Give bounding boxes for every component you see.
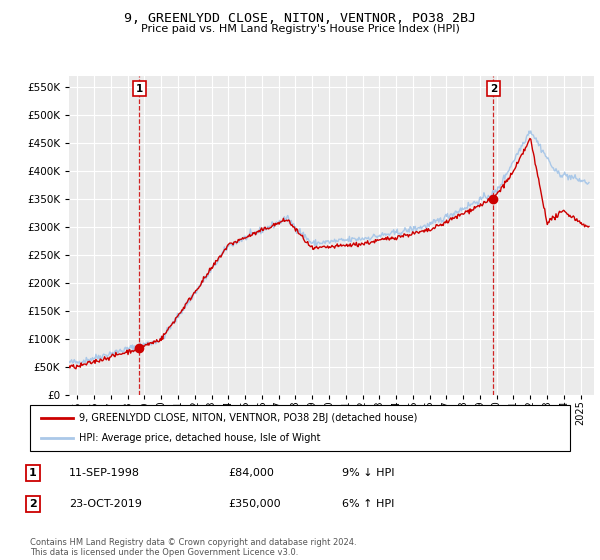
Text: 2: 2 <box>490 83 497 94</box>
Text: 11-SEP-1998: 11-SEP-1998 <box>69 468 140 478</box>
Text: 9, GREENLYDD CLOSE, NITON, VENTNOR, PO38 2BJ: 9, GREENLYDD CLOSE, NITON, VENTNOR, PO38… <box>124 12 476 25</box>
Text: 9% ↓ HPI: 9% ↓ HPI <box>342 468 395 478</box>
Text: 23-OCT-2019: 23-OCT-2019 <box>69 499 142 509</box>
Text: £350,000: £350,000 <box>228 499 281 509</box>
Text: Contains HM Land Registry data © Crown copyright and database right 2024.
This d: Contains HM Land Registry data © Crown c… <box>30 538 356 557</box>
Text: £84,000: £84,000 <box>228 468 274 478</box>
Text: HPI: Average price, detached house, Isle of Wight: HPI: Average price, detached house, Isle… <box>79 433 320 443</box>
Text: Price paid vs. HM Land Registry's House Price Index (HPI): Price paid vs. HM Land Registry's House … <box>140 24 460 34</box>
Text: 1: 1 <box>136 83 143 94</box>
Text: 2: 2 <box>29 499 37 509</box>
Text: 6% ↑ HPI: 6% ↑ HPI <box>342 499 394 509</box>
Text: 9, GREENLYDD CLOSE, NITON, VENTNOR, PO38 2BJ (detached house): 9, GREENLYDD CLOSE, NITON, VENTNOR, PO38… <box>79 413 417 423</box>
Text: 1: 1 <box>29 468 37 478</box>
